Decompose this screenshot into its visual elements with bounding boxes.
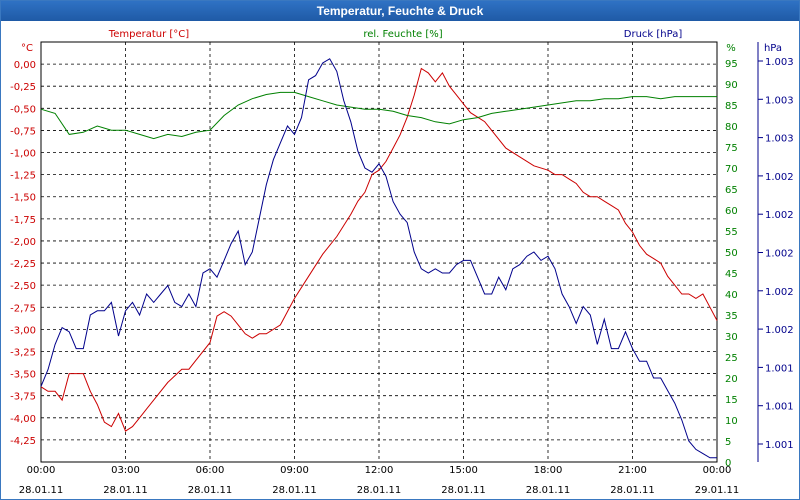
humidity-tick-label: 65 [725,185,738,196]
pressure-tick-label: 1.001 [765,402,794,413]
temperature-axis-label: Temperatur [°C] [108,29,189,40]
pressure-tick-label: 1.002 [765,325,794,336]
pressure-tick-label: 1.003 [765,57,794,68]
pressure-tick-label: 1.002 [765,249,794,260]
x-tick-date-label: 28.01.11 [441,485,486,496]
window-title: Temperatur, Feuchte & Druck [1,1,799,21]
x-tick-date-label: 28.01.11 [188,485,233,496]
humidity-unit-label: % [726,43,736,54]
x-axis-ticks: 00:00 28.01.11 03:00 28.01.11 06:00 28.01.11 0… [19,465,740,496]
x-tick-time-label: 03:00 [111,465,140,476]
x-tick-date-label: 28.01.11 [610,485,655,496]
x-tick-date-label: 28.01.11 [103,485,148,496]
temperature-tick-label: -0,75 [10,126,36,137]
humidity-tick-label: 20 [725,374,738,385]
pressure-tick-label: 1.003 [765,95,794,106]
x-tick-time-label: 06:00 [196,465,225,476]
temperature-tick-label: -2,25 [10,259,36,270]
pressure-tick-label: 1.002 [765,172,794,183]
pressure-axis-label: Druck [hPa] [624,29,683,40]
series-line-pressure [40,58,717,459]
x-tick-time-label: 15:00 [449,465,478,476]
x-tick-time-label: 00:00 [703,465,732,476]
x-tick-time-label: 09:00 [280,465,309,476]
pressure-tick-label: 1.001 [765,440,794,451]
x-tick-date-label: 29.01.11 [695,485,740,496]
humidity-tick-label: 45 [725,269,738,280]
pressure-unit-label: hPa [764,43,782,54]
humidity-tick-label: 95 [725,59,738,70]
temperature-tick-label: -1,50 [10,193,36,204]
pressure-tick-label: 1.003 [765,134,794,145]
humidity-tick-label: 55 [725,227,738,238]
chart-plot: 0,00 -0,25 -0,50 -0,75 -1,00 -1,25 -1,50 -1,75 -… [10,29,794,496]
x-tick-date-label: 28.01.11 [19,485,64,496]
x-tick-time-label: 18:00 [534,465,563,476]
humidity-tick-label: 75 [725,143,738,154]
pressure-axis-ticks: 1.003 1.003 1.003 1.002 1.002 1.002 1.002 1.002… [758,57,794,451]
pressure-tick-label: 1.002 [765,210,794,221]
temperature-tick-label: -1,25 [10,171,36,182]
temperature-tick-label: -0,50 [10,104,36,115]
x-tick-date-label: 28.01.11 [357,485,402,496]
x-tick-date-label: 28.01.11 [272,485,317,496]
pressure-tick-label: 1.002 [765,287,794,298]
temperature-tick-label: -4,25 [10,436,36,447]
humidity-tick-label: 85 [725,101,738,112]
temperature-tick-label: -3,00 [10,325,36,336]
temperature-tick-label: 0,00 [14,60,36,71]
humidity-tick-label: 0 [725,458,731,469]
x-tick-time-label: 12:00 [365,465,394,476]
humidity-tick-label: 80 [725,122,738,133]
x-tick-date-label: 28.01.11 [526,485,571,496]
humidity-tick-label: 70 [725,164,738,175]
humidity-tick-label: 5 [725,437,731,448]
temperature-tick-label: -3,75 [10,392,36,403]
temperature-tick-label: -2,50 [10,281,36,292]
humidity-tick-label: 50 [725,248,738,259]
temperature-unit-label: °C [21,43,33,54]
temperature-tick-label: -1,00 [10,149,36,160]
temperature-tick-label: -2,75 [10,303,36,314]
humidity-axis-label: rel. Feuchte [%] [363,29,442,40]
humidity-tick-label: 10 [725,416,738,427]
humidity-tick-label: 35 [725,311,738,322]
humidity-tick-label: 30 [725,332,738,343]
temperature-axis-ticks: 0,00 -0,25 -0,50 -0,75 -1,00 -1,25 -1,50 -1,75 -… [10,60,36,447]
humidity-tick-label: 15 [725,395,738,406]
humidity-tick-label: 60 [725,206,738,217]
temperature-tick-label: -1,75 [10,215,36,226]
humidity-tick-label: 90 [725,80,738,91]
humidity-tick-label: 40 [725,290,738,301]
series-line-humidity [40,91,717,140]
humidity-tick-label: 25 [725,353,738,364]
series-lines [40,58,718,459]
temperature-tick-label: -0,25 [10,82,36,93]
temperature-tick-label: -4,00 [10,414,36,425]
temperature-tick-label: -3,25 [10,347,36,358]
grid-lines [41,42,717,462]
temperature-tick-label: -3,50 [10,370,36,381]
pressure-tick-label: 1.001 [765,363,794,374]
temperature-tick-label: -2,00 [10,237,36,248]
x-tick-time-label: 21:00 [618,465,647,476]
series-line-temperature [40,67,718,432]
x-tick-time-label: 00:00 [27,465,56,476]
